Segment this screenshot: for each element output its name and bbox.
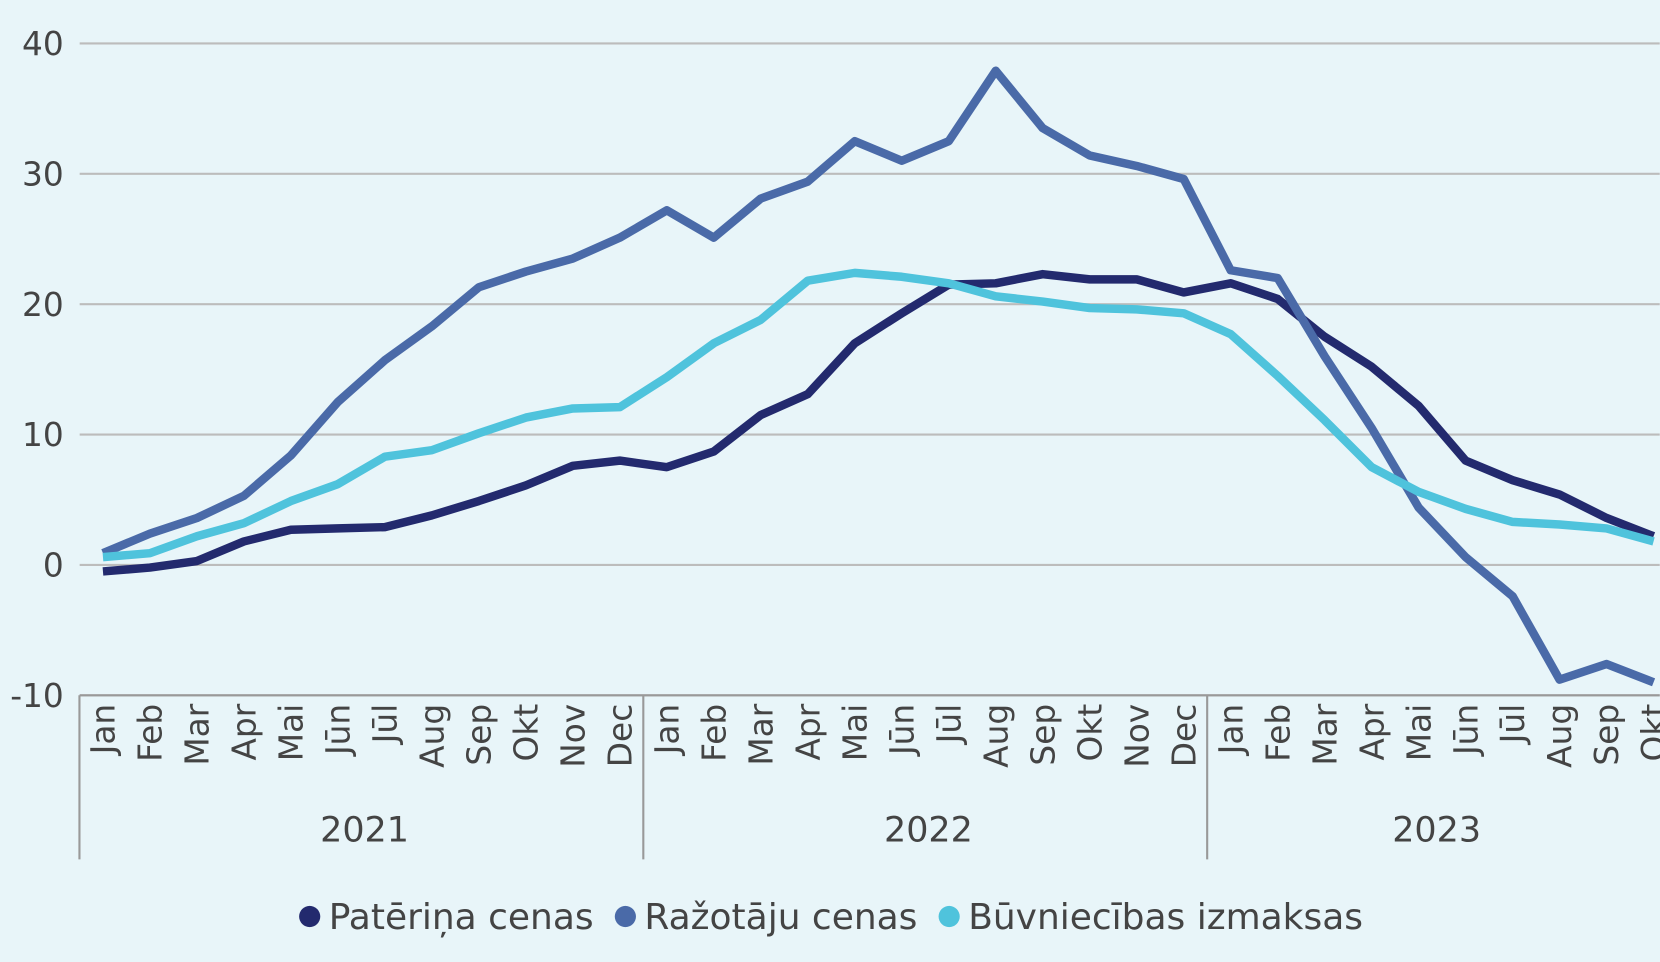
x-tick-label: Dec — [1165, 704, 1203, 767]
y-tick-label: 40 — [22, 25, 64, 63]
x-tick-label: Aug — [414, 704, 452, 768]
legend-label: Ražotāju cenas — [644, 897, 917, 938]
x-tick-label: Mai — [836, 704, 874, 762]
series-line — [102, 268, 1655, 562]
x-tick-label: Jūl — [1494, 704, 1532, 746]
x-tick-label: Jan — [648, 704, 686, 757]
legend-marker — [614, 905, 636, 928]
series-line — [101, 66, 1656, 687]
y-tick-label: -10 — [10, 677, 64, 715]
x-tick-label: Jūl — [367, 704, 405, 746]
group-label: 2021 — [320, 810, 409, 850]
x-tick-label: Mar — [742, 703, 780, 765]
x-tick-label: Nov — [1118, 704, 1156, 768]
x-tick-label: Jūl — [930, 704, 968, 746]
y-tick-label: 0 — [43, 547, 64, 585]
x-tick-label: Okt — [1635, 704, 1660, 762]
x-tick-label: Sep — [460, 704, 498, 766]
x-tick-label: Jan — [85, 704, 123, 757]
x-tick-label: Mai — [273, 704, 311, 762]
x-tick-label: Jūn — [883, 704, 921, 757]
group-label: 2022 — [884, 810, 973, 850]
x-tick-label: Apr — [1353, 703, 1391, 760]
y-tick-label: 30 — [22, 155, 64, 193]
x-tick-label: Aug — [977, 704, 1015, 768]
legend-marker — [299, 905, 321, 928]
legend-label: Patēriņa cenas — [329, 897, 594, 938]
x-tick-label: Jūn — [1447, 704, 1485, 757]
x-tick-label: Mai — [1400, 704, 1438, 762]
x-tick-label: Jan — [1212, 704, 1250, 757]
x-tick-label: Sep — [1024, 704, 1062, 766]
legend-marker — [938, 905, 960, 928]
x-tick-label: Okt — [507, 704, 545, 762]
x-tick-label: Jūn — [320, 704, 358, 757]
x-tick-label: Feb — [132, 704, 170, 762]
x-tick-label: Apr — [226, 703, 264, 760]
group-label: 2023 — [1392, 810, 1481, 850]
x-tick-label: Feb — [695, 704, 733, 762]
series-line — [102, 269, 1656, 576]
y-tick-label: 10 — [22, 416, 64, 454]
x-tick-label: Mar — [179, 703, 217, 765]
x-tick-label: Dec — [601, 704, 639, 767]
x-tick-label: Feb — [1259, 704, 1297, 762]
legend-label: Būvniecības izmaksas — [968, 897, 1363, 938]
x-tick-label: Mar — [1306, 703, 1344, 765]
x-tick-label: Aug — [1541, 704, 1579, 768]
y-tick-label: 20 — [22, 286, 64, 324]
x-tick-label: Okt — [1071, 704, 1109, 762]
x-tick-label: Apr — [789, 703, 827, 760]
x-tick-label: Nov — [554, 704, 592, 768]
x-tick-label: Sep — [1588, 704, 1626, 766]
